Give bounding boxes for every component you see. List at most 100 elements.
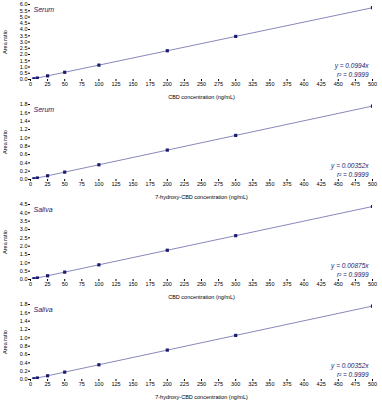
svg-text:350: 350: [265, 181, 274, 187]
svg-text:450: 450: [334, 81, 343, 87]
svg-text:Saliva: Saliva: [34, 306, 53, 313]
svg-text:25: 25: [45, 81, 51, 87]
svg-text:175: 175: [146, 81, 155, 87]
svg-text:75: 75: [79, 181, 85, 187]
svg-text:25: 25: [45, 381, 51, 387]
svg-text:0.0: 0.0: [20, 176, 28, 182]
svg-text:450: 450: [334, 181, 343, 187]
svg-text:300: 300: [231, 381, 240, 387]
svg-text:475: 475: [351, 381, 360, 387]
svg-text:Saliva: Saliva: [34, 206, 53, 213]
svg-text:325: 325: [248, 281, 257, 287]
svg-text:75: 75: [79, 381, 85, 387]
svg-text:4.0: 4.0: [20, 26, 28, 32]
svg-text:175: 175: [146, 381, 155, 387]
svg-text:500: 500: [368, 381, 377, 387]
svg-text:0.6: 0.6: [20, 151, 28, 157]
svg-text:425: 425: [317, 181, 326, 187]
svg-text:450: 450: [334, 381, 343, 387]
svg-text:5.0: 5.0: [20, 14, 28, 20]
svg-text:400: 400: [300, 281, 309, 287]
svg-text:0.0: 0.0: [20, 376, 28, 382]
svg-text:1.6: 1.6: [20, 310, 28, 316]
svg-text:175: 175: [146, 281, 155, 287]
svg-text:150: 150: [129, 281, 138, 287]
svg-text:2.0: 2.0: [20, 243, 28, 249]
svg-text:7-hydroxy-CBD concentration (n: 7-hydroxy-CBD concentration (ng/mL): [155, 194, 248, 200]
svg-text:1.5: 1.5: [20, 251, 28, 257]
svg-text:75: 75: [79, 281, 85, 287]
svg-text:125: 125: [111, 281, 120, 287]
svg-text:200: 200: [163, 181, 172, 187]
svg-text:150: 150: [129, 181, 138, 187]
svg-text:225: 225: [180, 181, 189, 187]
svg-text:325: 325: [248, 181, 257, 187]
svg-text:300: 300: [231, 281, 240, 287]
svg-text:475: 475: [351, 81, 360, 87]
svg-text:CBD concentration (ng/mL): CBD concentration (ng/mL): [168, 94, 235, 100]
svg-text:300: 300: [231, 181, 240, 187]
svg-text:0.5: 0.5: [20, 268, 28, 274]
svg-text:350: 350: [265, 381, 274, 387]
svg-text:3.0: 3.0: [20, 39, 28, 45]
svg-text:500: 500: [368, 281, 377, 287]
svg-text:2.0: 2.0: [20, 51, 28, 57]
svg-text:150: 150: [129, 381, 138, 387]
svg-text:175: 175: [146, 181, 155, 187]
svg-text:1.0: 1.0: [20, 260, 28, 266]
svg-text:3.5: 3.5: [20, 218, 28, 224]
svg-text:250: 250: [197, 81, 206, 87]
svg-text:1.4: 1.4: [20, 118, 28, 124]
svg-text:450: 450: [334, 281, 343, 287]
svg-text:5.5: 5.5: [20, 8, 28, 14]
svg-text:4.5: 4.5: [20, 20, 28, 26]
svg-text:400: 400: [300, 381, 309, 387]
svg-text:1.6: 1.6: [20, 110, 28, 116]
svg-text:100: 100: [94, 381, 103, 387]
svg-text:250: 250: [197, 381, 206, 387]
svg-text:125: 125: [111, 181, 120, 187]
svg-text:Area ratio: Area ratio: [2, 30, 8, 54]
svg-text:0.4: 0.4: [20, 160, 28, 166]
svg-text:0.8: 0.8: [20, 343, 28, 349]
svg-text:1.2: 1.2: [20, 326, 28, 332]
svg-text:150: 150: [129, 81, 138, 87]
svg-text:375: 375: [282, 281, 291, 287]
svg-text:4.5: 4.5: [20, 201, 28, 207]
svg-text:325: 325: [248, 381, 257, 387]
svg-text:0.5: 0.5: [20, 70, 28, 76]
svg-text:200: 200: [163, 81, 172, 87]
svg-text:4.0: 4.0: [20, 210, 28, 216]
svg-text:0.0: 0.0: [20, 76, 28, 82]
svg-text:0: 0: [29, 281, 32, 287]
svg-text:50: 50: [62, 81, 68, 87]
svg-text:275: 275: [214, 81, 223, 87]
svg-text:Area ratio: Area ratio: [2, 230, 8, 254]
svg-text:1.0: 1.0: [20, 135, 28, 141]
svg-text:425: 425: [317, 381, 326, 387]
svg-text:275: 275: [214, 181, 223, 187]
svg-text:225: 225: [180, 381, 189, 387]
svg-text:1.4: 1.4: [20, 318, 28, 324]
svg-text:375: 375: [282, 381, 291, 387]
svg-text:375: 375: [282, 181, 291, 187]
svg-text:Serum: Serum: [34, 106, 55, 113]
svg-text:500: 500: [368, 181, 377, 187]
svg-text:50: 50: [62, 381, 68, 387]
svg-text:6.0: 6.0: [20, 1, 28, 7]
svg-text:500: 500: [368, 81, 377, 87]
svg-text:250: 250: [197, 281, 206, 287]
svg-text:125: 125: [111, 81, 120, 87]
svg-text:0.2: 0.2: [20, 368, 28, 374]
svg-text:475: 475: [351, 181, 360, 187]
svg-text:225: 225: [180, 281, 189, 287]
svg-text:25: 25: [45, 281, 51, 287]
svg-text:50: 50: [62, 281, 68, 287]
svg-text:7-hydroxy-CBD concentration (n: 7-hydroxy-CBD concentration (ng/mL): [155, 394, 248, 400]
svg-text:CBD concentration (ng/mL): CBD concentration (ng/mL): [168, 294, 235, 300]
svg-text:2.5: 2.5: [20, 235, 28, 241]
svg-text:375: 375: [282, 81, 291, 87]
svg-text:0.0: 0.0: [20, 276, 28, 282]
svg-text:1.5: 1.5: [20, 58, 28, 64]
svg-text:25: 25: [45, 181, 51, 187]
